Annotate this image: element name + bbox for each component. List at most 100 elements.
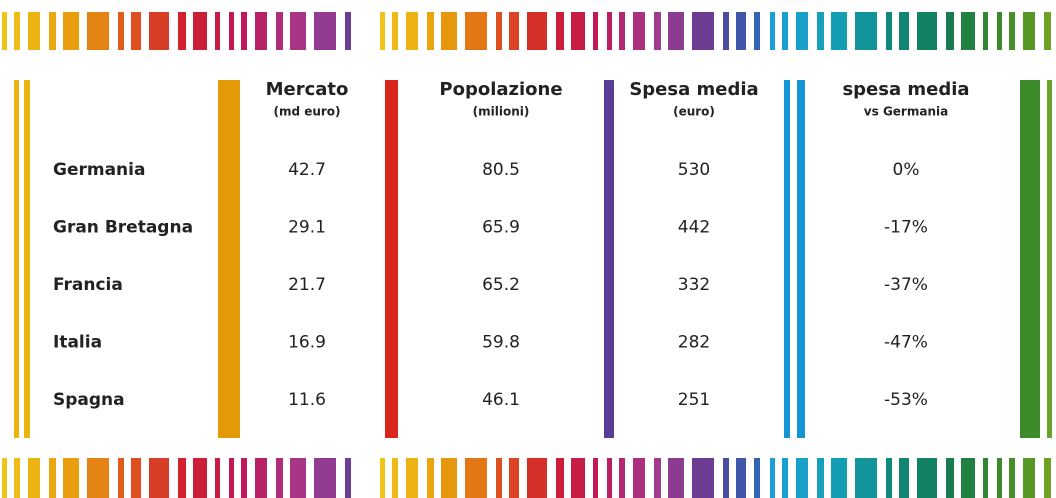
column-subheader: (milioni) xyxy=(473,105,530,119)
row-label: Francia xyxy=(53,275,123,295)
cell: 46.1 xyxy=(482,390,520,410)
stripe xyxy=(633,458,645,498)
stripe xyxy=(527,12,547,50)
divider xyxy=(24,80,30,438)
stripe xyxy=(509,458,519,498)
column-dividers xyxy=(14,80,1052,438)
stripe xyxy=(380,12,385,50)
cell: 282 xyxy=(678,333,710,353)
divider xyxy=(604,80,614,438)
stripe xyxy=(87,12,109,50)
stripe xyxy=(441,12,457,50)
stripe xyxy=(392,12,398,50)
stripe xyxy=(782,458,788,498)
stripe xyxy=(229,458,234,498)
stripe xyxy=(607,458,612,498)
stripe xyxy=(465,12,487,50)
stripe xyxy=(14,458,20,498)
cell: 29.1 xyxy=(288,218,326,238)
stripe xyxy=(496,12,502,50)
stripe xyxy=(607,12,612,50)
column-header: Mercato xyxy=(266,79,349,100)
stripe xyxy=(406,12,418,50)
stripe xyxy=(345,12,351,50)
stripe xyxy=(1009,458,1015,498)
stripe xyxy=(290,458,306,498)
column-header: Spesa media xyxy=(629,79,758,100)
stripe xyxy=(2,458,7,498)
stripe xyxy=(215,12,220,50)
stripe xyxy=(571,12,585,50)
column-subheader: vs Germania xyxy=(864,105,948,119)
column-header: Popolazione xyxy=(439,79,562,100)
stripe xyxy=(692,12,714,50)
stripe xyxy=(28,12,40,50)
stripe xyxy=(2,12,7,50)
stripe xyxy=(619,458,625,498)
stripe xyxy=(14,12,20,50)
cell: 530 xyxy=(678,160,710,180)
stripe xyxy=(782,12,788,50)
divider xyxy=(784,80,790,438)
stripe xyxy=(87,458,109,498)
stripe xyxy=(796,458,808,498)
stripe xyxy=(118,458,124,498)
stripe xyxy=(886,458,892,498)
stripe xyxy=(392,458,398,498)
cell: 65.9 xyxy=(482,218,520,238)
row-label: Spagna xyxy=(53,390,125,410)
stripe xyxy=(255,458,267,498)
stripe xyxy=(946,458,954,498)
stripe xyxy=(556,458,564,498)
cell: 80.5 xyxy=(482,160,520,180)
cell: 11.6 xyxy=(288,390,326,410)
stripe xyxy=(441,458,457,498)
stripe xyxy=(63,12,79,50)
stripe xyxy=(276,458,283,498)
stripe xyxy=(215,458,220,498)
stripe xyxy=(723,458,729,498)
stripe xyxy=(983,12,988,50)
cell: 59.8 xyxy=(482,333,520,353)
column-header: spesa media xyxy=(842,79,969,100)
stripe xyxy=(831,458,847,498)
stripe xyxy=(229,12,234,50)
stripe xyxy=(1023,458,1035,498)
cell: 42.7 xyxy=(288,160,326,180)
stripe xyxy=(63,458,79,498)
stripe xyxy=(668,458,684,498)
infographic: Mercato(md euro)Popolazione(milioni)Spes… xyxy=(0,0,1056,498)
stripe xyxy=(465,458,487,498)
stripe xyxy=(178,12,186,50)
stripe xyxy=(131,458,141,498)
stripe xyxy=(406,458,418,498)
stripe xyxy=(997,12,1002,50)
cell: -53% xyxy=(884,390,928,410)
divider xyxy=(14,80,19,438)
cell: 16.9 xyxy=(288,333,326,353)
stripe xyxy=(556,12,564,50)
table: Mercato(md euro)Popolazione(milioni)Spes… xyxy=(53,79,970,410)
stripe xyxy=(654,458,661,498)
stripe xyxy=(314,12,336,50)
divider xyxy=(385,80,398,438)
stripe xyxy=(178,458,186,498)
column-subheader: (euro) xyxy=(673,105,715,119)
row-label: Gran Bretagna xyxy=(53,218,193,238)
stripe xyxy=(28,458,40,498)
stripe xyxy=(241,458,247,498)
stripe xyxy=(1044,458,1051,498)
stripe xyxy=(193,12,207,50)
cell: -37% xyxy=(884,275,928,295)
stripe xyxy=(49,12,56,50)
cell: 251 xyxy=(678,390,710,410)
stripe xyxy=(118,12,124,50)
stripe xyxy=(593,12,598,50)
stripe xyxy=(380,458,385,498)
stripe xyxy=(149,458,169,498)
stripe xyxy=(736,458,746,498)
stripe xyxy=(855,12,877,50)
stripe xyxy=(255,12,267,50)
stripe xyxy=(427,12,434,50)
stripe xyxy=(496,458,502,498)
